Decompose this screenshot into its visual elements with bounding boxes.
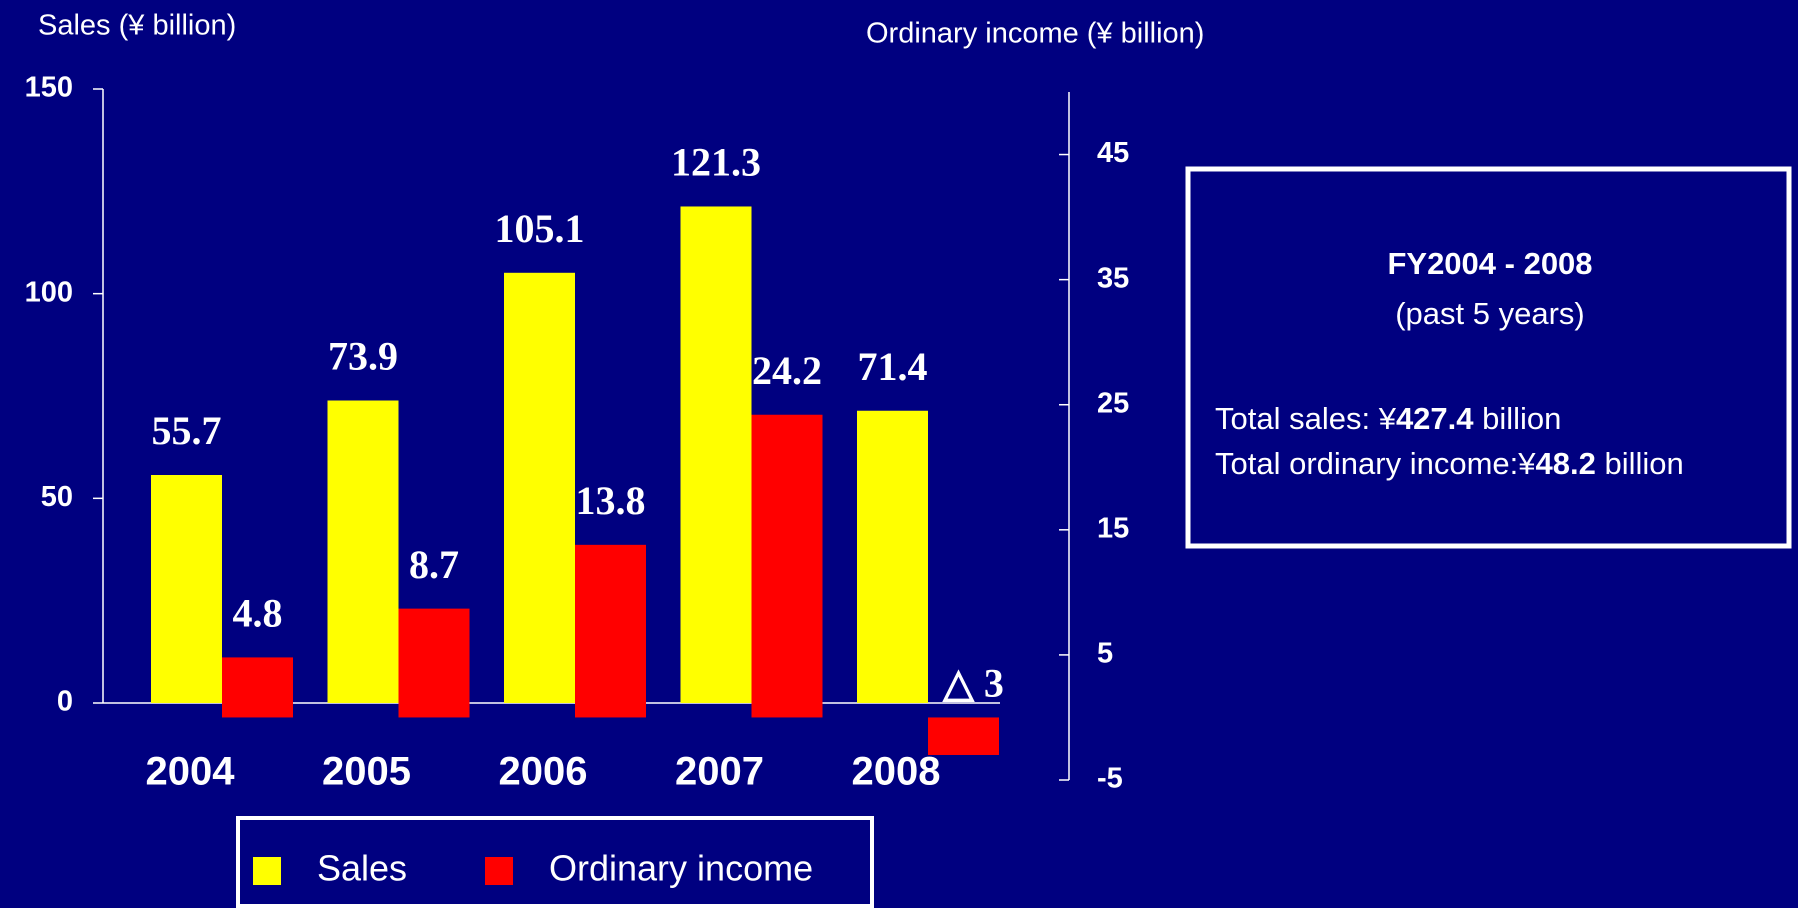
y2-tick-label: 35 [1097, 262, 1129, 294]
legend-frame [236, 816, 874, 908]
info-label: Total sales: ¥ [1215, 401, 1397, 436]
y2-tick-label: 45 [1097, 137, 1129, 169]
x-tick-label: 2006 [499, 750, 588, 794]
data-label: △ 3 [942, 661, 1004, 706]
data-label: 105.1 [495, 206, 585, 251]
bar [151, 475, 222, 703]
bar [751, 414, 823, 718]
info-box: FY2004 - 2008 (past 5 years) Total sales… [1185, 166, 1792, 549]
y2-tick-label: 25 [1097, 387, 1129, 419]
data-label: 24.2 [752, 348, 822, 393]
legend-label: Sales [317, 848, 407, 889]
info-subtitle: (past 5 years) [1395, 296, 1585, 331]
y2-tick-label: -5 [1097, 763, 1123, 795]
legend-swatch [485, 857, 513, 885]
y-tick-label: 100 [25, 276, 73, 308]
y-tick-label: 150 [25, 72, 73, 104]
y-tick-label: 50 [41, 481, 73, 513]
data-label: 8.7 [409, 542, 459, 587]
data-label: 13.8 [576, 478, 646, 523]
data-label: 71.4 [858, 344, 928, 389]
y2-tick-label: 5 [1097, 638, 1113, 670]
legend-swatch [253, 857, 281, 885]
bar [504, 272, 575, 703]
info-unit: billion [1596, 446, 1684, 481]
x-tick-label: 2004 [146, 750, 236, 794]
y2-tick-label: 15 [1097, 512, 1129, 544]
bar [928, 717, 999, 755]
y2-axis-title: Ordinary income (¥ billion) [866, 18, 1204, 50]
bar [398, 608, 470, 718]
info-title: FY2004 - 2008 [1387, 246, 1592, 281]
bar [327, 400, 399, 703]
y-tick-label: 0 [57, 686, 73, 718]
data-label: 73.9 [328, 334, 398, 379]
bar [857, 410, 928, 703]
x-tick-label: 2005 [322, 750, 411, 794]
info-box-frame [1185, 166, 1792, 549]
y-axis-title: Sales (¥ billion) [38, 10, 236, 42]
x-tick-label: 2007 [675, 750, 764, 794]
data-label: 55.7 [152, 408, 222, 453]
info-label: Total ordinary income:¥ [1215, 446, 1536, 481]
info-value: 48.2 [1536, 446, 1596, 481]
x-tick-label: 2008 [852, 750, 941, 794]
info-unit: billion [1474, 401, 1562, 436]
data-label: 4.8 [233, 591, 283, 636]
bar [575, 544, 646, 718]
info-line: Total sales: ¥427.4 billion [1215, 401, 1561, 436]
bar [222, 657, 293, 718]
data-label: 121.3 [671, 140, 761, 185]
legend-label: Ordinary income [549, 848, 813, 889]
info-value: 427.4 [1396, 401, 1474, 436]
info-line: Total ordinary income:¥48.2 billion [1215, 446, 1684, 481]
bar [680, 206, 752, 703]
